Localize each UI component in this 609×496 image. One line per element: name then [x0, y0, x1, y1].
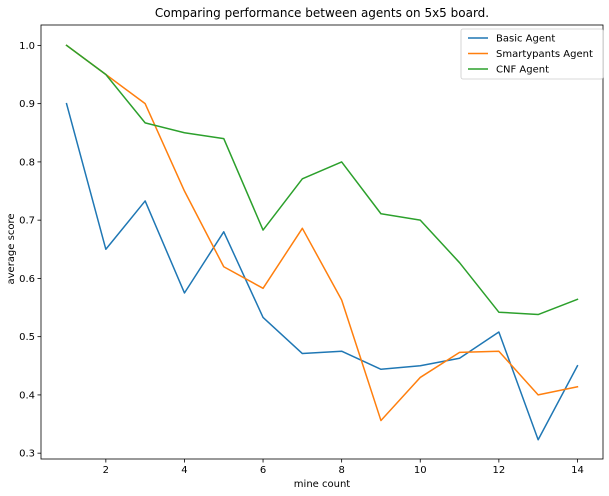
- x-tick-label: 10: [414, 465, 427, 476]
- x-tick-label: 2: [103, 465, 109, 476]
- series-line-1: [65, 102, 579, 441]
- x-tick-label: 8: [338, 465, 344, 476]
- y-tick-label: 0.4: [19, 390, 35, 401]
- chart-title: Comparing performance between agents on …: [155, 6, 489, 20]
- y-tick-label: 0.5: [19, 332, 35, 343]
- plot-frame: [40, 24, 604, 460]
- x-tick-label: 14: [571, 465, 584, 476]
- y-tick-label: 0.9: [19, 99, 35, 110]
- legend-label: CNF Agent: [496, 65, 549, 76]
- plot-area: 2 4 6 8 10 12 14 0.3 0.4 0.5 0.6 0.7 0.8 0.9 1.0: [19, 24, 604, 476]
- x-tick-label: 6: [260, 465, 266, 476]
- legend-label: Smartypants Agent: [496, 49, 593, 60]
- y-tick-label: 0.7: [19, 216, 35, 227]
- y-tick-label: 0.8: [19, 157, 35, 168]
- x-tick-label: 4: [181, 465, 187, 476]
- legend: Basic Agent Smartypants Agent CNF Agent: [460, 28, 604, 80]
- x-tick-label: 12: [492, 465, 505, 476]
- series-line-3: [65, 44, 579, 316]
- y-tick-label: 1.0: [19, 41, 35, 52]
- x-axis-label: mine count: [294, 479, 350, 490]
- legend-box: [460, 28, 604, 80]
- y-axis-label: average score: [6, 214, 17, 285]
- series-line-2: [65, 44, 579, 422]
- y-tick-label: 0.3: [19, 449, 35, 460]
- legend-label: Basic Agent: [496, 34, 555, 45]
- y-tick-label: 0.6: [19, 274, 35, 285]
